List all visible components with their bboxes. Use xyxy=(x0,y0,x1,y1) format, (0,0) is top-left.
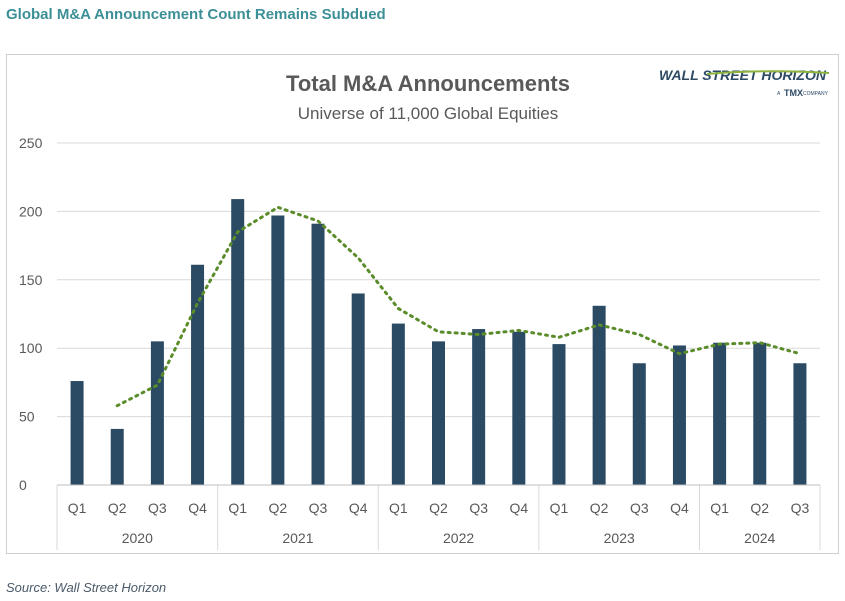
trend-line xyxy=(115,205,802,408)
year-label: 2021 xyxy=(282,530,313,546)
bar xyxy=(191,264,205,485)
x-tick-label: Q4 xyxy=(670,500,689,516)
page-heading: Global M&A Announcement Count Remains Su… xyxy=(6,6,386,23)
x-tick-label: Q1 xyxy=(389,500,408,516)
x-tick-label: Q4 xyxy=(509,500,528,516)
x-tick-label: Q2 xyxy=(590,500,609,516)
x-tick-label: Q2 xyxy=(750,500,769,516)
x-tick-label: Q1 xyxy=(228,500,247,516)
bar xyxy=(472,329,486,485)
y-tick-label: 0 xyxy=(19,477,27,493)
x-tick-label: Q2 xyxy=(269,500,288,516)
bar xyxy=(552,344,566,485)
bar xyxy=(432,341,445,485)
x-tick-label: Q1 xyxy=(550,500,569,516)
source-note: Source: Wall Street Horizon xyxy=(6,580,167,595)
chart-svg: Total M&A Announcements Universe of 11,0… xyxy=(19,67,830,550)
x-tick-label: Q1 xyxy=(68,500,87,516)
chart-frame: Total M&A Announcements Universe of 11,0… xyxy=(6,54,839,554)
bar-series xyxy=(70,199,807,485)
chart-subtitle: Universe of 11,000 Global Equities xyxy=(298,104,559,123)
y-tick-label: 200 xyxy=(19,203,43,219)
bar xyxy=(231,199,245,485)
bar xyxy=(713,342,727,485)
bar xyxy=(150,341,164,485)
x-tick-label: Q3 xyxy=(630,500,649,516)
x-tick-label: Q2 xyxy=(108,500,127,516)
x-tick-label: Q1 xyxy=(710,500,729,516)
y-tick-label: 250 xyxy=(19,135,43,151)
x-tick-label: Q3 xyxy=(148,500,167,516)
bar xyxy=(512,331,526,485)
y-tick-label: 50 xyxy=(19,409,35,425)
y-tick-label: 100 xyxy=(19,340,43,356)
wall-street-horizon-logo: WALL STREET HORIZON A TMX COMPANY xyxy=(659,67,830,98)
bar xyxy=(793,363,807,485)
x-tick-label: Q4 xyxy=(188,500,207,516)
bar xyxy=(311,223,325,485)
bar xyxy=(110,428,124,485)
bar xyxy=(753,342,767,485)
bar xyxy=(391,323,405,485)
bar xyxy=(271,215,285,485)
x-tick-label: Q3 xyxy=(469,500,488,516)
year-label: 2022 xyxy=(443,530,474,546)
year-label: 2020 xyxy=(122,530,153,546)
x-tick-label: Q2 xyxy=(429,500,448,516)
y-tick-label: 150 xyxy=(19,272,43,288)
y-axis-ticks: 0 50 100 150 200 250 xyxy=(19,135,43,493)
bar xyxy=(672,345,686,485)
logo-tagline-brand: TMX xyxy=(784,88,803,98)
logo-swoosh xyxy=(706,70,830,75)
x-axis: Q1 Q2 Q3 Q4 Q1 Q2 Q3 Q4 Q1 Q2 Q3 Q4 Q1 Q2 Q3 Q4 Q1 Q2 Q3 20… xyxy=(56,484,821,550)
bar xyxy=(592,305,606,485)
bar xyxy=(351,293,365,485)
logo-tagline-prefix: A xyxy=(777,91,781,97)
x-tick-label: Q3 xyxy=(309,500,328,516)
year-label: 2023 xyxy=(604,530,635,546)
logo-tagline-suffix: COMPANY xyxy=(803,91,829,97)
year-label: 2024 xyxy=(744,530,775,546)
x-tick-label: Q4 xyxy=(349,500,368,516)
x-tick-label: Q3 xyxy=(791,500,810,516)
bar xyxy=(632,363,646,485)
logo-name: WALL STREET HORIZON xyxy=(659,67,827,83)
bar xyxy=(70,381,84,485)
chart-title: Total M&A Announcements xyxy=(286,71,570,96)
